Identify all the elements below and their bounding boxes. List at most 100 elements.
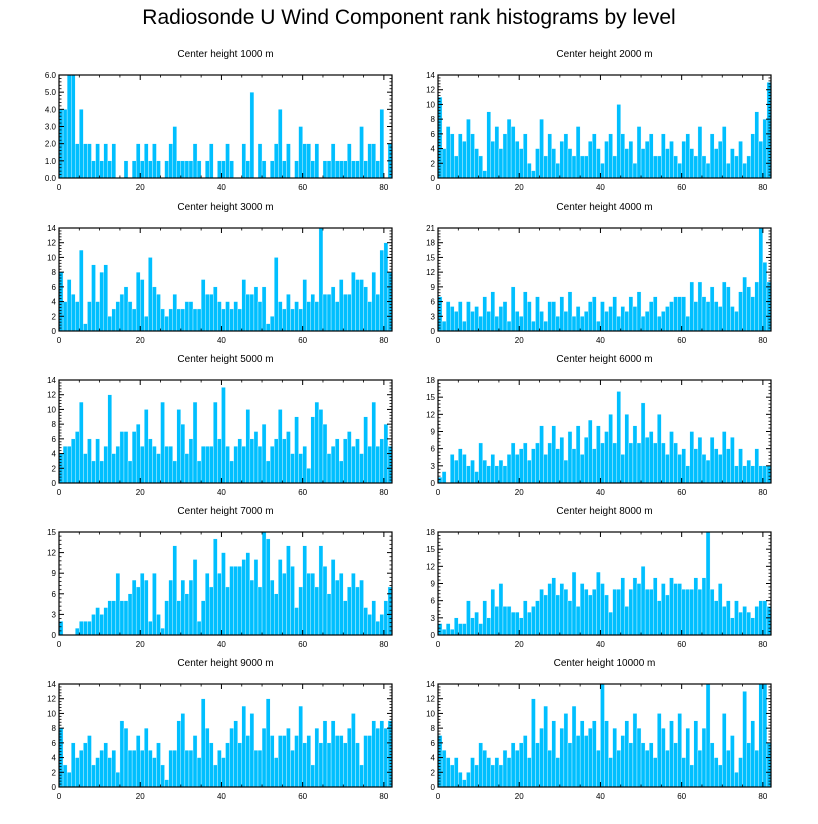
bar	[314, 301, 320, 332]
bar	[535, 600, 540, 636]
bar	[229, 460, 234, 484]
bar	[648, 589, 654, 636]
bar	[677, 163, 682, 179]
bar	[474, 148, 479, 179]
bar	[709, 437, 715, 484]
bar	[734, 465, 739, 484]
bar	[758, 227, 764, 332]
bar	[470, 617, 475, 636]
y-tick-label: 0	[52, 479, 57, 488]
bar	[628, 742, 634, 788]
bar	[510, 442, 516, 484]
x-tick-label: 40	[217, 183, 226, 192]
bar	[184, 593, 190, 636]
bar	[355, 586, 360, 636]
x-tick-label: 40	[596, 336, 605, 345]
y-tick-label: 14	[47, 680, 56, 689]
bar	[314, 401, 320, 484]
bar	[298, 126, 303, 179]
bar	[322, 423, 328, 484]
bar	[213, 401, 218, 484]
bar	[351, 160, 356, 179]
bar	[95, 438, 100, 484]
histogram-panel: Center height 3000 m 0 2 4 6 8 10 12 14 0 20 40 60 80	[47, 202, 393, 345]
bar	[754, 281, 759, 332]
bar	[628, 589, 634, 636]
x-tick-label: 80	[379, 336, 388, 345]
x-tick-label: 0	[57, 488, 62, 497]
y-tick-label: 15	[426, 393, 435, 402]
y-tick-label: 12	[426, 562, 435, 571]
bar	[498, 764, 504, 788]
x-tick-label: 20	[515, 183, 524, 192]
y-tick-label: 3	[431, 614, 436, 623]
bar	[298, 586, 303, 636]
bar	[205, 573, 210, 636]
bar	[486, 757, 491, 788]
bar	[330, 559, 336, 636]
bar	[502, 465, 508, 484]
x-tick-label: 60	[298, 792, 307, 801]
bar	[673, 742, 678, 788]
bar	[257, 446, 263, 484]
y-tick-label: 14	[426, 680, 435, 689]
y-tick-label: 10	[426, 709, 435, 718]
bar	[722, 281, 727, 332]
bar	[454, 311, 459, 332]
bar	[209, 446, 214, 484]
bar	[470, 757, 475, 788]
bar	[648, 431, 654, 484]
bar	[742, 691, 747, 788]
y-tick-label: 3	[431, 462, 436, 471]
bar	[758, 683, 764, 788]
bar	[107, 316, 112, 332]
bar	[367, 143, 372, 179]
bar	[478, 623, 483, 636]
x-tick-label: 80	[379, 183, 388, 192]
x-tick-label: 0	[436, 640, 441, 649]
bar	[653, 757, 658, 788]
bar	[445, 126, 451, 179]
bar	[87, 621, 92, 636]
bar	[608, 133, 613, 179]
bar	[79, 621, 84, 636]
bar	[559, 583, 565, 636]
bar	[713, 148, 719, 179]
bar	[490, 589, 496, 636]
bar	[237, 438, 242, 484]
bar	[616, 316, 621, 332]
bar	[535, 442, 540, 484]
bar	[551, 577, 556, 636]
bar	[192, 401, 198, 484]
bar	[713, 600, 719, 636]
bar	[71, 438, 76, 484]
bar	[466, 465, 471, 484]
bar	[514, 750, 520, 788]
bar	[547, 583, 552, 636]
bar	[71, 74, 76, 179]
bar	[245, 294, 251, 332]
bar	[718, 583, 723, 636]
bar	[632, 306, 638, 332]
histogram-panel: Center height 4000 m 0 3 6 9 12 15 18 21 0 20 40 60 8…	[426, 202, 772, 345]
x-tick-label: 0	[436, 183, 441, 192]
bar	[172, 750, 177, 788]
bar	[604, 141, 609, 179]
bar	[709, 286, 715, 332]
bar	[502, 750, 508, 788]
bar	[91, 264, 96, 332]
bar	[514, 611, 520, 636]
y-tick-label: 15	[426, 545, 435, 554]
bar	[713, 301, 719, 332]
bar	[510, 286, 516, 332]
bar	[734, 311, 739, 332]
x-tick-label: 80	[758, 792, 767, 801]
bar	[673, 583, 678, 636]
bar	[107, 757, 112, 788]
bar	[135, 586, 141, 636]
x-tick-label: 40	[217, 488, 226, 497]
plot-frame	[437, 683, 772, 788]
y-tick-label: 14	[47, 376, 56, 385]
bar	[506, 118, 512, 179]
